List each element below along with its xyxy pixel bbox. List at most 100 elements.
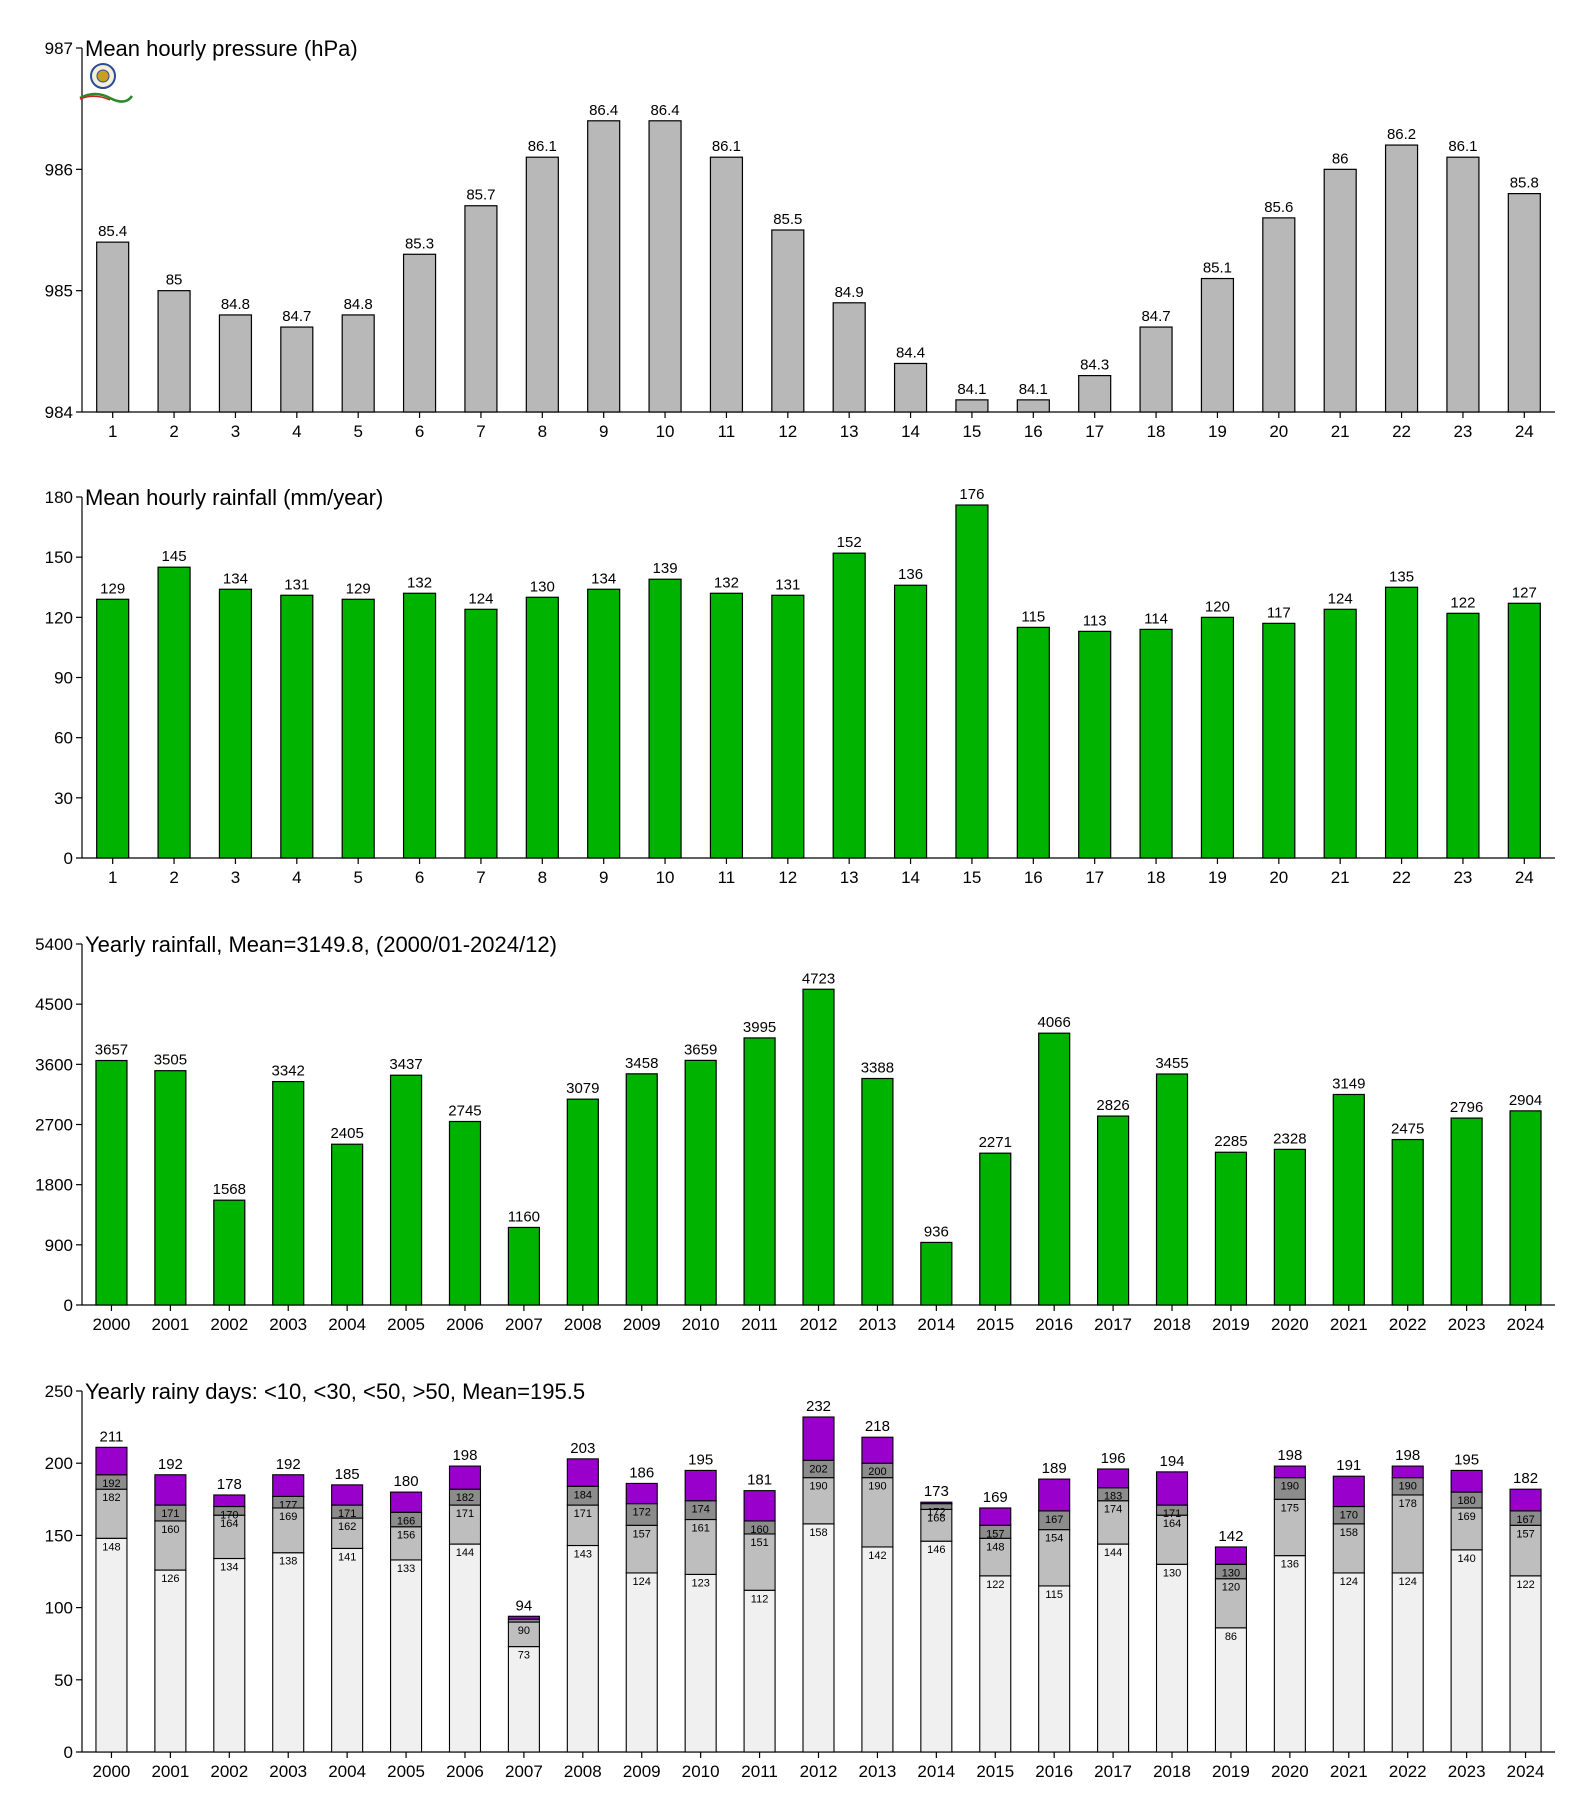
bar — [771, 229, 805, 413]
segment-label-lt50: 202 — [809, 1463, 827, 1475]
x-tick-label: 21 — [1331, 422, 1350, 441]
bar-value-label: 85.7 — [466, 187, 495, 204]
bar-segment-lt10 — [1214, 1627, 1247, 1753]
segment-label-lt50: 177 — [279, 1499, 297, 1511]
x-tick-label: 6 — [415, 422, 424, 441]
chart-panel-4: 0 50 100 150 200 250 Yearly rainy days: <10, <… — [45, 1379, 1555, 1781]
bar-segment-lt10 — [1097, 1543, 1130, 1753]
bar-value-label: 85.6 — [1264, 199, 1293, 216]
bar-total-label: 196 — [1101, 1450, 1126, 1467]
bar — [507, 1226, 540, 1306]
segment-label-lt10: 123 — [691, 1577, 709, 1589]
segment-label-lt50: 171 — [1163, 1508, 1181, 1520]
segment-label-lt30: 162 — [338, 1521, 356, 1533]
bar — [955, 504, 989, 859]
bar-value-label: 134 — [223, 570, 248, 587]
x-tick-label: 2023 — [1448, 1762, 1486, 1781]
bar-segment-lt30 — [1097, 1500, 1130, 1545]
bar — [1016, 399, 1050, 413]
segment-label-lt10: 138 — [279, 1556, 297, 1568]
segment-label-lt10: 133 — [397, 1563, 415, 1575]
bar — [648, 578, 682, 859]
bar-segment-lt30 — [272, 1507, 305, 1554]
bar-value-label: 2796 — [1450, 1099, 1483, 1116]
bar-segment-gt50 — [154, 1474, 187, 1506]
x-tick-label: 22 — [1392, 422, 1411, 441]
bar — [402, 592, 437, 859]
bar-value-label: 2405 — [330, 1125, 363, 1142]
segment-label-lt10: 124 — [633, 1576, 651, 1588]
bar-value-label: 122 — [1450, 594, 1475, 611]
y-tick-label: 250 — [45, 1382, 73, 1401]
bar-total-label: 211 — [99, 1428, 123, 1445]
segment-label-lt50: 172 — [927, 1507, 945, 1519]
bar — [1384, 144, 1419, 413]
bar-value-label: 120 — [1205, 598, 1230, 615]
bar-value-label: 3995 — [743, 1019, 776, 1036]
bar-segment-lt30 — [154, 1520, 187, 1571]
bar — [743, 1037, 776, 1306]
bar-value-label: 2826 — [1096, 1097, 1129, 1114]
bar — [1446, 156, 1480, 413]
bar — [1214, 1151, 1248, 1306]
chart-title: Yearly rainy days: <10, <30, <50, >50, M… — [85, 1379, 585, 1404]
bar — [648, 120, 682, 413]
bar — [832, 552, 866, 859]
bar-value-label: 86.1 — [528, 138, 557, 155]
bar-segment-gt50 — [95, 1446, 128, 1476]
bar-value-label: 113 — [1083, 612, 1107, 629]
y-tick-label: 984 — [45, 403, 73, 422]
bar-segment-gt50 — [861, 1436, 894, 1464]
segment-label-lt10: 144 — [456, 1547, 474, 1559]
y-tick-label: 1800 — [35, 1176, 73, 1195]
bar-segment-lt10 — [507, 1646, 540, 1753]
y-tick-label: 0 — [64, 1296, 73, 1315]
x-tick-label: 2021 — [1330, 1315, 1368, 1334]
bar-value-label: 2745 — [448, 1102, 481, 1119]
chart-title: Mean hourly rainfall (mm/year) — [85, 485, 383, 510]
bar-value-label: 85.5 — [773, 211, 802, 228]
segment-label-lt10: 148 — [102, 1541, 120, 1553]
logo-swoosh-red — [79, 95, 111, 101]
bar — [1016, 626, 1050, 859]
x-tick-label: 12 — [778, 868, 797, 887]
bar-value-label: 84.7 — [1141, 308, 1170, 325]
x-tick-label: 2016 — [1035, 1315, 1073, 1334]
segment-label-lt10: 144 — [1104, 1547, 1122, 1559]
bar — [272, 1080, 305, 1306]
bar-segment-gt50 — [1391, 1465, 1424, 1479]
bar — [832, 302, 866, 413]
segment-label-lt10: 134 — [220, 1562, 238, 1574]
bar — [525, 156, 559, 413]
bar — [1507, 602, 1541, 859]
bar — [684, 1059, 717, 1306]
segment-label-lt10: 126 — [161, 1573, 179, 1585]
bar-value-label: 3505 — [154, 1052, 187, 1069]
bar-segment-lt10 — [566, 1544, 599, 1753]
bar-segment-lt30 — [1038, 1529, 1071, 1587]
segment-label-lt30: 164 — [220, 1518, 238, 1530]
segment-label-lt30: 178 — [1399, 1498, 1417, 1510]
x-tick-label: 17 — [1085, 422, 1104, 441]
segment-label-lt30: 154 — [1045, 1533, 1063, 1545]
bar — [1391, 1138, 1424, 1306]
bar-total-label: 181 — [747, 1472, 772, 1489]
x-tick-label: 1 — [108, 868, 117, 887]
bar-value-label: 124 — [1328, 590, 1353, 607]
bar-value-label: 3455 — [1155, 1055, 1188, 1072]
segment-label-lt10: 142 — [868, 1550, 886, 1562]
x-tick-label: 2004 — [328, 1762, 366, 1781]
segment-label-lt50: 184 — [574, 1489, 592, 1501]
bar-value-label: 114 — [1144, 610, 1168, 627]
bar-total-label: 195 — [1454, 1451, 1479, 1468]
bar — [218, 314, 253, 413]
bar-value-label: 1568 — [213, 1181, 246, 1198]
x-tick-label: 2019 — [1212, 1315, 1250, 1334]
x-tick-label: 10 — [656, 422, 675, 441]
bar-segment-lt10 — [154, 1569, 187, 1753]
bar-segment-lt10 — [920, 1540, 953, 1753]
x-tick-label: 15 — [962, 422, 981, 441]
segment-label-lt10: 124 — [1340, 1576, 1358, 1588]
segment-label-lt30: 120 — [1222, 1582, 1240, 1594]
